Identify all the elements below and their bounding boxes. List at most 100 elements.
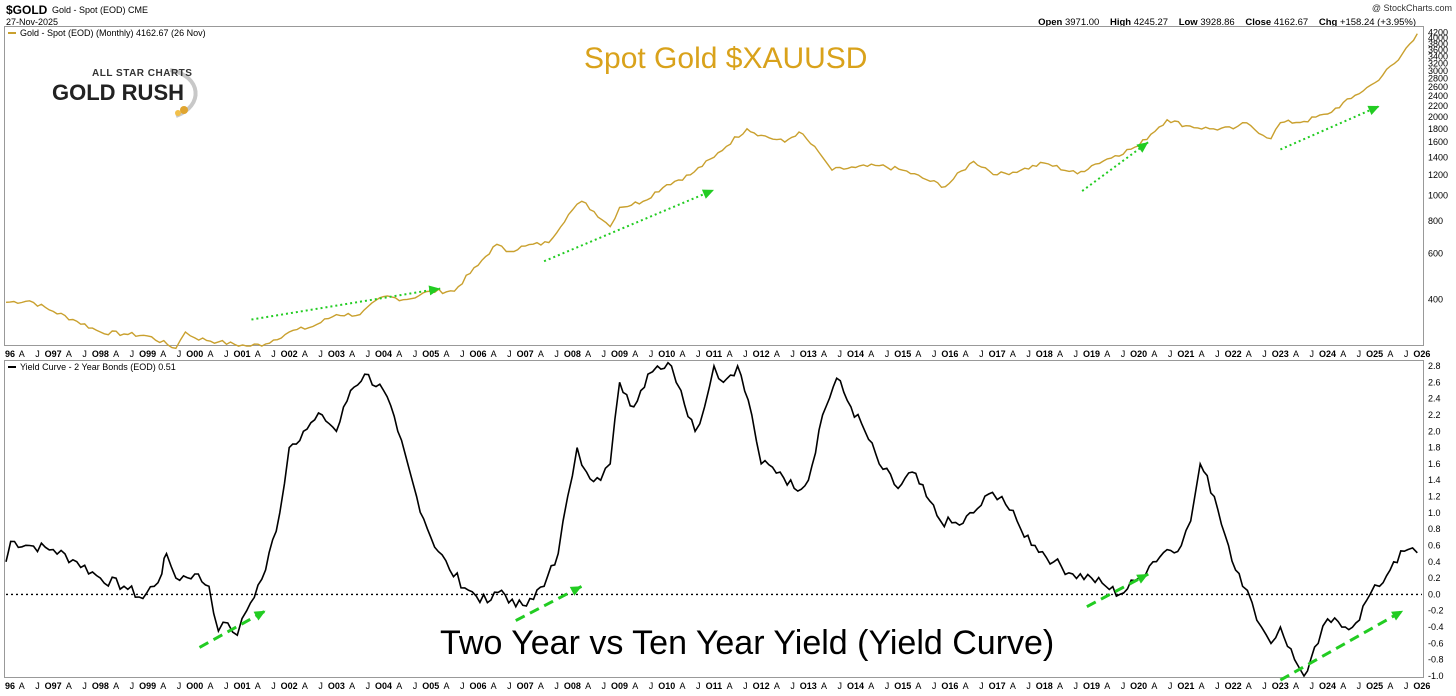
yield-x-label-74: J <box>1168 681 1173 691</box>
yield-x-label-64: A <box>1010 681 1016 691</box>
gold-y-tick-13: 3000 <box>1428 66 1448 76</box>
yield-y-tick-5: 1.8 <box>1428 443 1441 453</box>
gold-x-label-8: J <box>130 349 135 359</box>
yield-y-tick-19: -1.0 <box>1428 671 1444 681</box>
yield-x-label-31: A <box>491 681 497 691</box>
gold-trend-arrow-3 <box>1279 105 1380 151</box>
yield-x-label-56: J <box>885 681 890 691</box>
yield-x-label-55: A <box>868 681 874 691</box>
gold-x-label-65: J <box>1026 349 1031 359</box>
gold-x-label-45: O11 <box>706 349 723 359</box>
yield-x-label-66: O18 <box>1036 681 1053 691</box>
yield-x-label-86: J <box>1357 681 1362 691</box>
gold-x-label-35: J <box>554 349 559 359</box>
gold-trend-arrow-0 <box>251 287 441 321</box>
yield-x-label-83: J <box>1309 681 1314 691</box>
ohlc-change: Chg +158.24 (+3.95%) <box>1318 17 1416 28</box>
yield-x-label-52: A <box>821 681 827 691</box>
gold-trend-arrow-2 <box>1081 141 1149 192</box>
yield-x-label-77: J <box>1215 681 1220 691</box>
gold-x-label-56: J <box>885 349 890 359</box>
gold-x-label-72: O20 <box>1130 349 1147 359</box>
gold-x-label-40: A <box>632 349 638 359</box>
yield-x-label-68: J <box>1074 681 1079 691</box>
gold-y-tick-3: 1000 <box>1428 190 1448 200</box>
gold-price-line <box>5 33 1418 350</box>
symbol-subtitle: Gold - Spot (EOD) CME <box>52 5 149 15</box>
yield-x-label-15: O01 <box>233 681 250 691</box>
gold-x-label-19: A <box>302 349 308 359</box>
yield-x-label-57: O15 <box>894 681 911 691</box>
yield-x-label-51: O13 <box>800 681 817 691</box>
gold-x-label-1: A <box>19 349 25 359</box>
ohlc-high: High 4245.27 <box>1109 17 1169 28</box>
yield-x-label-22: A <box>349 681 355 691</box>
yield-trend-arrow-2 <box>1086 572 1149 608</box>
gold-x-label-78: O22 <box>1225 349 1242 359</box>
yield-y-tick-13: 0.2 <box>1428 573 1441 583</box>
gold-y-tick-17: 3800 <box>1428 39 1448 49</box>
yield-x-label-12: O00 <box>186 681 203 691</box>
yield-x-label-46: A <box>727 681 733 691</box>
yield-x-label-44: J <box>696 681 701 691</box>
gold-x-label-14: J <box>224 349 229 359</box>
chart-date: 27-Nov-2025 <box>6 17 59 27</box>
yield-x-label-49: A <box>774 681 780 691</box>
gold-legend: Gold - Spot (EOD) (Monthly) 4162.67 (26 … <box>8 28 206 38</box>
gold-y-tick-8: 2000 <box>1428 112 1448 122</box>
yield-x-label-90: O26 <box>1413 681 1430 691</box>
yield-trend-arrow-1-head <box>569 586 582 596</box>
yield-x-label-80: J <box>1262 681 1267 691</box>
yield-x-label-8: J <box>130 681 135 691</box>
yield-y-tick-2: 2.4 <box>1428 394 1441 404</box>
yield-legend-swatch <box>8 366 16 368</box>
gold-x-label-83: J <box>1309 349 1314 359</box>
gold-x-label-17: J <box>271 349 276 359</box>
ohlc-readout: Open 3971.00 High 4245.27 Low 3928.86 Cl… <box>1030 17 1416 28</box>
symbol-title: $GOLD <box>6 3 48 17</box>
gold-rush-logo: ALL STAR CHARTS GOLD RUSH <box>52 66 212 120</box>
gold-x-label-58: A <box>915 349 921 359</box>
gold-x-label-21: O03 <box>328 349 345 359</box>
yield-trend-arrow-2-head <box>1136 574 1149 584</box>
yield-x-label-17: J <box>271 681 276 691</box>
yield-x-label-38: J <box>602 681 607 691</box>
gold-y-tick-5: 1400 <box>1428 152 1448 162</box>
gold-x-label-75: O21 <box>1177 349 1194 359</box>
gold-x-label-61: A <box>963 349 969 359</box>
gold-x-label-3: O97 <box>45 349 62 359</box>
gold-x-label-6: O98 <box>92 349 109 359</box>
yield-x-label-27: O05 <box>422 681 439 691</box>
gold-x-label-46: A <box>727 349 733 359</box>
gold-x-label-31: A <box>491 349 497 359</box>
yield-y-tick-17: -0.6 <box>1428 638 1444 648</box>
yield-x-label-35: J <box>554 681 559 691</box>
yield-x-label-71: J <box>1121 681 1126 691</box>
yield-y-tick-8: 1.2 <box>1428 492 1441 502</box>
gold-x-label-81: O23 <box>1272 349 1289 359</box>
yield-x-label-16: A <box>255 681 261 691</box>
gold-trend-arrow-1 <box>543 189 715 263</box>
gold-x-label-55: A <box>868 349 874 359</box>
gold-y-tick-4: 1200 <box>1428 170 1448 180</box>
gold-x-label-44: J <box>696 349 701 359</box>
gold-x-label-27: O05 <box>422 349 439 359</box>
gold-x-label-11: J <box>177 349 182 359</box>
gold-x-label-49: A <box>774 349 780 359</box>
gold-x-label-2: J <box>35 349 40 359</box>
gold-x-label-62: J <box>979 349 984 359</box>
yield-y-tick-10: 0.8 <box>1428 524 1441 534</box>
yield-legend-text: Yield Curve - 2 Year Bonds (EOD) 0.51 <box>20 362 176 372</box>
yield-x-label-11: J <box>177 681 182 691</box>
yield-x-label-3: O97 <box>45 681 62 691</box>
yield-y-tick-9: 1.0 <box>1428 508 1441 518</box>
gold-x-label-41: J <box>649 349 654 359</box>
yield-trend-arrow-0 <box>198 609 267 649</box>
gold-y-tick-9: 2200 <box>1428 101 1448 111</box>
gold-y-tick-16: 3600 <box>1428 45 1448 55</box>
gold-x-label-67: A <box>1057 349 1063 359</box>
gold-x-label-79: A <box>1246 349 1252 359</box>
yield-x-label-34: A <box>538 681 544 691</box>
gold-x-label-48: O12 <box>753 349 770 359</box>
gold-x-label-30: O06 <box>469 349 486 359</box>
